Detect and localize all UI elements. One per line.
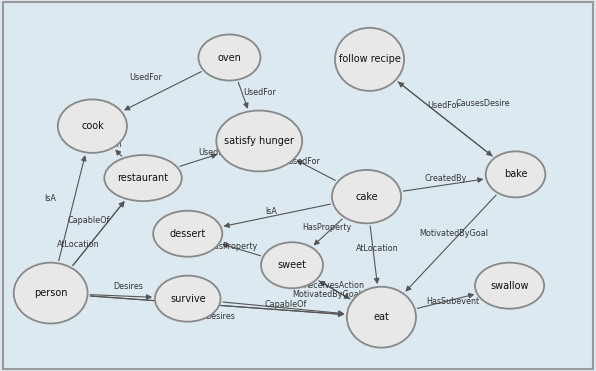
- Text: IsA: IsA: [45, 194, 57, 203]
- Ellipse shape: [335, 28, 404, 91]
- Text: survive: survive: [170, 294, 206, 303]
- Text: CreatedBy: CreatedBy: [424, 174, 467, 183]
- Ellipse shape: [58, 99, 127, 153]
- Text: HasProperty: HasProperty: [302, 223, 351, 232]
- Text: oven: oven: [218, 53, 241, 62]
- Text: MotivatedByGoal: MotivatedByGoal: [420, 229, 489, 238]
- Ellipse shape: [153, 211, 222, 257]
- Text: Desires: Desires: [113, 282, 143, 291]
- Text: Desires: Desires: [191, 295, 221, 304]
- Text: ReceivesAction: ReceivesAction: [303, 281, 364, 290]
- Ellipse shape: [475, 263, 544, 309]
- Text: UsedFor: UsedFor: [198, 148, 231, 157]
- Text: restaurant: restaurant: [117, 173, 169, 183]
- Ellipse shape: [347, 287, 416, 348]
- Ellipse shape: [216, 111, 302, 171]
- Ellipse shape: [198, 35, 260, 81]
- Text: cake: cake: [355, 192, 378, 201]
- Ellipse shape: [486, 151, 545, 197]
- Text: HasProperty: HasProperty: [208, 242, 257, 251]
- Text: AtLocation: AtLocation: [57, 240, 100, 249]
- Text: satisfy hunger: satisfy hunger: [224, 136, 294, 146]
- Text: sweet: sweet: [278, 260, 306, 270]
- FancyBboxPatch shape: [3, 2, 593, 369]
- Text: dessert: dessert: [170, 229, 206, 239]
- Text: CausesDesire: CausesDesire: [455, 99, 510, 108]
- Text: AtLocation: AtLocation: [80, 140, 123, 149]
- Text: AtLocation: AtLocation: [356, 244, 399, 253]
- Text: CapableOf: CapableOf: [67, 216, 110, 225]
- Text: UsedFor: UsedFor: [129, 73, 163, 82]
- Text: follow recipe: follow recipe: [339, 55, 401, 64]
- Text: eat: eat: [374, 312, 389, 322]
- Ellipse shape: [104, 155, 182, 201]
- Text: person: person: [34, 288, 67, 298]
- Ellipse shape: [332, 170, 401, 223]
- Text: Desires: Desires: [206, 312, 235, 321]
- Text: bake: bake: [504, 170, 527, 179]
- Text: CapableOf: CapableOf: [265, 301, 308, 309]
- Text: IsA: IsA: [265, 207, 277, 216]
- Text: MotivatedByGoal: MotivatedByGoal: [292, 290, 361, 299]
- Text: swallow: swallow: [491, 281, 529, 290]
- Text: UsedFor: UsedFor: [287, 157, 321, 166]
- Text: UsedFor: UsedFor: [427, 101, 461, 110]
- Text: UsedFor: UsedFor: [243, 88, 276, 97]
- Text: cook: cook: [81, 121, 104, 131]
- Ellipse shape: [261, 242, 323, 288]
- Text: HasSubevent: HasSubevent: [426, 297, 480, 306]
- Ellipse shape: [155, 276, 221, 322]
- Ellipse shape: [14, 263, 88, 324]
